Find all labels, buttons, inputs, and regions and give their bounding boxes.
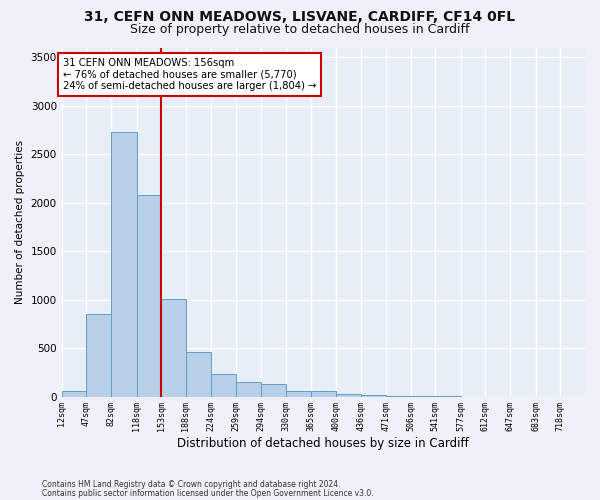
Text: 31, CEFN ONN MEADOWS, LISVANE, CARDIFF, CF14 0FL: 31, CEFN ONN MEADOWS, LISVANE, CARDIFF, … [85, 10, 515, 24]
Text: 31 CEFN ONN MEADOWS: 156sqm
← 76% of detached houses are smaller (5,770)
24% of : 31 CEFN ONN MEADOWS: 156sqm ← 76% of det… [63, 58, 316, 92]
Bar [211, 374, 236, 396]
Bar [261, 384, 286, 396]
Bar [286, 391, 311, 396]
X-axis label: Distribution of detached houses by size in Cardiff: Distribution of detached houses by size … [178, 437, 469, 450]
Bar [311, 392, 335, 396]
Bar [137, 195, 161, 396]
Bar [186, 352, 211, 397]
Text: Size of property relative to detached houses in Cardiff: Size of property relative to detached ho… [130, 22, 470, 36]
Bar [62, 391, 86, 396]
Bar [86, 314, 111, 396]
Text: Contains HM Land Registry data © Crown copyright and database right 2024.: Contains HM Land Registry data © Crown c… [42, 480, 341, 489]
Bar [111, 132, 137, 396]
Text: Contains public sector information licensed under the Open Government Licence v3: Contains public sector information licen… [42, 488, 374, 498]
Bar [335, 394, 361, 396]
Bar [236, 382, 261, 396]
Y-axis label: Number of detached properties: Number of detached properties [15, 140, 25, 304]
Bar [361, 394, 386, 396]
Bar [161, 298, 186, 396]
